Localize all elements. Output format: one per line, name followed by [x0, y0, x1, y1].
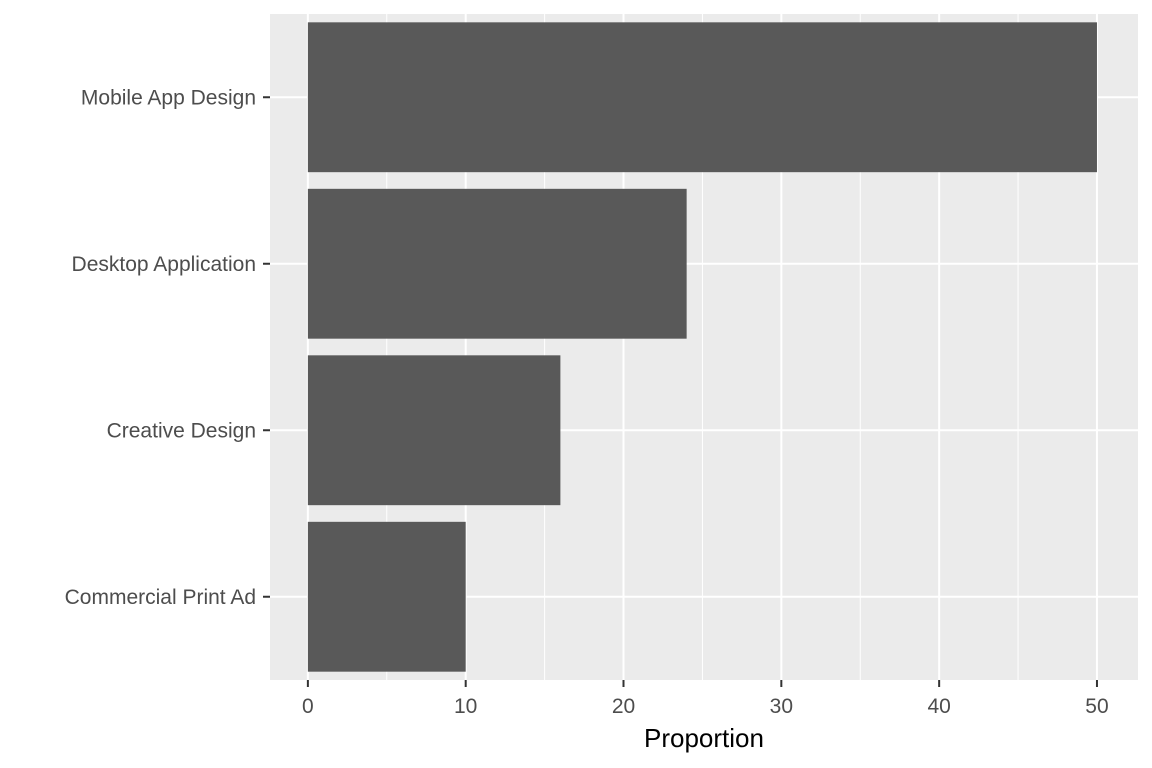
x-axis: 0 10 20 30 40 50 — [302, 680, 1109, 718]
x-tick-label: 10 — [454, 695, 477, 718]
bars — [307, 22, 1097, 672]
x-axis-title: Proportion — [644, 723, 764, 753]
x-tick-label: 40 — [927, 695, 950, 718]
bar — [307, 188, 687, 339]
x-tick-label: 30 — [770, 695, 793, 718]
y-tick-label: Mobile App Design — [81, 86, 256, 109]
y-tick-label: Commercial Print Ad — [65, 586, 256, 609]
bar — [307, 22, 1097, 173]
y-tick-label: Desktop Application — [72, 253, 256, 276]
y-axis: Mobile App Design Desktop Application Crea… — [65, 86, 270, 609]
y-tick-label: Creative Design — [107, 419, 256, 442]
bar — [307, 521, 466, 672]
x-tick-label: 50 — [1085, 695, 1108, 718]
bar — [307, 355, 561, 506]
x-tick-label: 20 — [612, 695, 635, 718]
x-tick-label: 0 — [302, 695, 314, 718]
